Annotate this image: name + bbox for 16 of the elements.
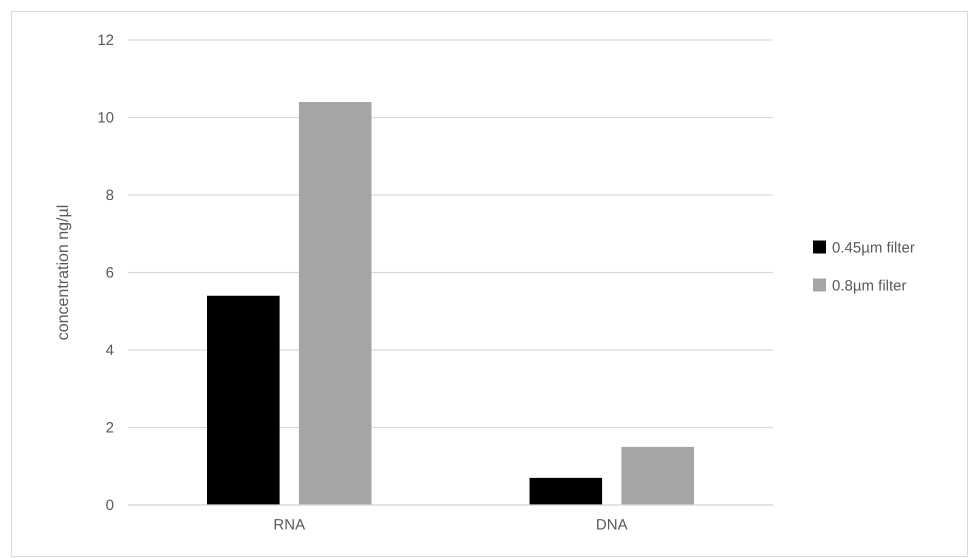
bar: [207, 296, 280, 505]
bar: [298, 102, 372, 505]
bar: [530, 478, 602, 505]
y-tick-label: 6: [106, 264, 114, 282]
x-tick-label: RNA: [273, 516, 306, 534]
y-tick-label: 8: [106, 186, 114, 204]
legend-label: 0.8µm filter: [832, 278, 906, 294]
y-tick-label: 12: [97, 32, 114, 49]
legend-label: 0.45µm filter: [832, 240, 915, 256]
y-tick-label: 10: [97, 109, 114, 126]
bar: [621, 446, 694, 505]
y-axis-title: concentration ng/µl: [55, 204, 72, 340]
y-tick-label: 0: [106, 496, 114, 514]
y-tick-label: 4: [106, 342, 114, 359]
x-tick-label: DNA: [596, 516, 628, 534]
y-tick-label: 2: [106, 419, 114, 436]
